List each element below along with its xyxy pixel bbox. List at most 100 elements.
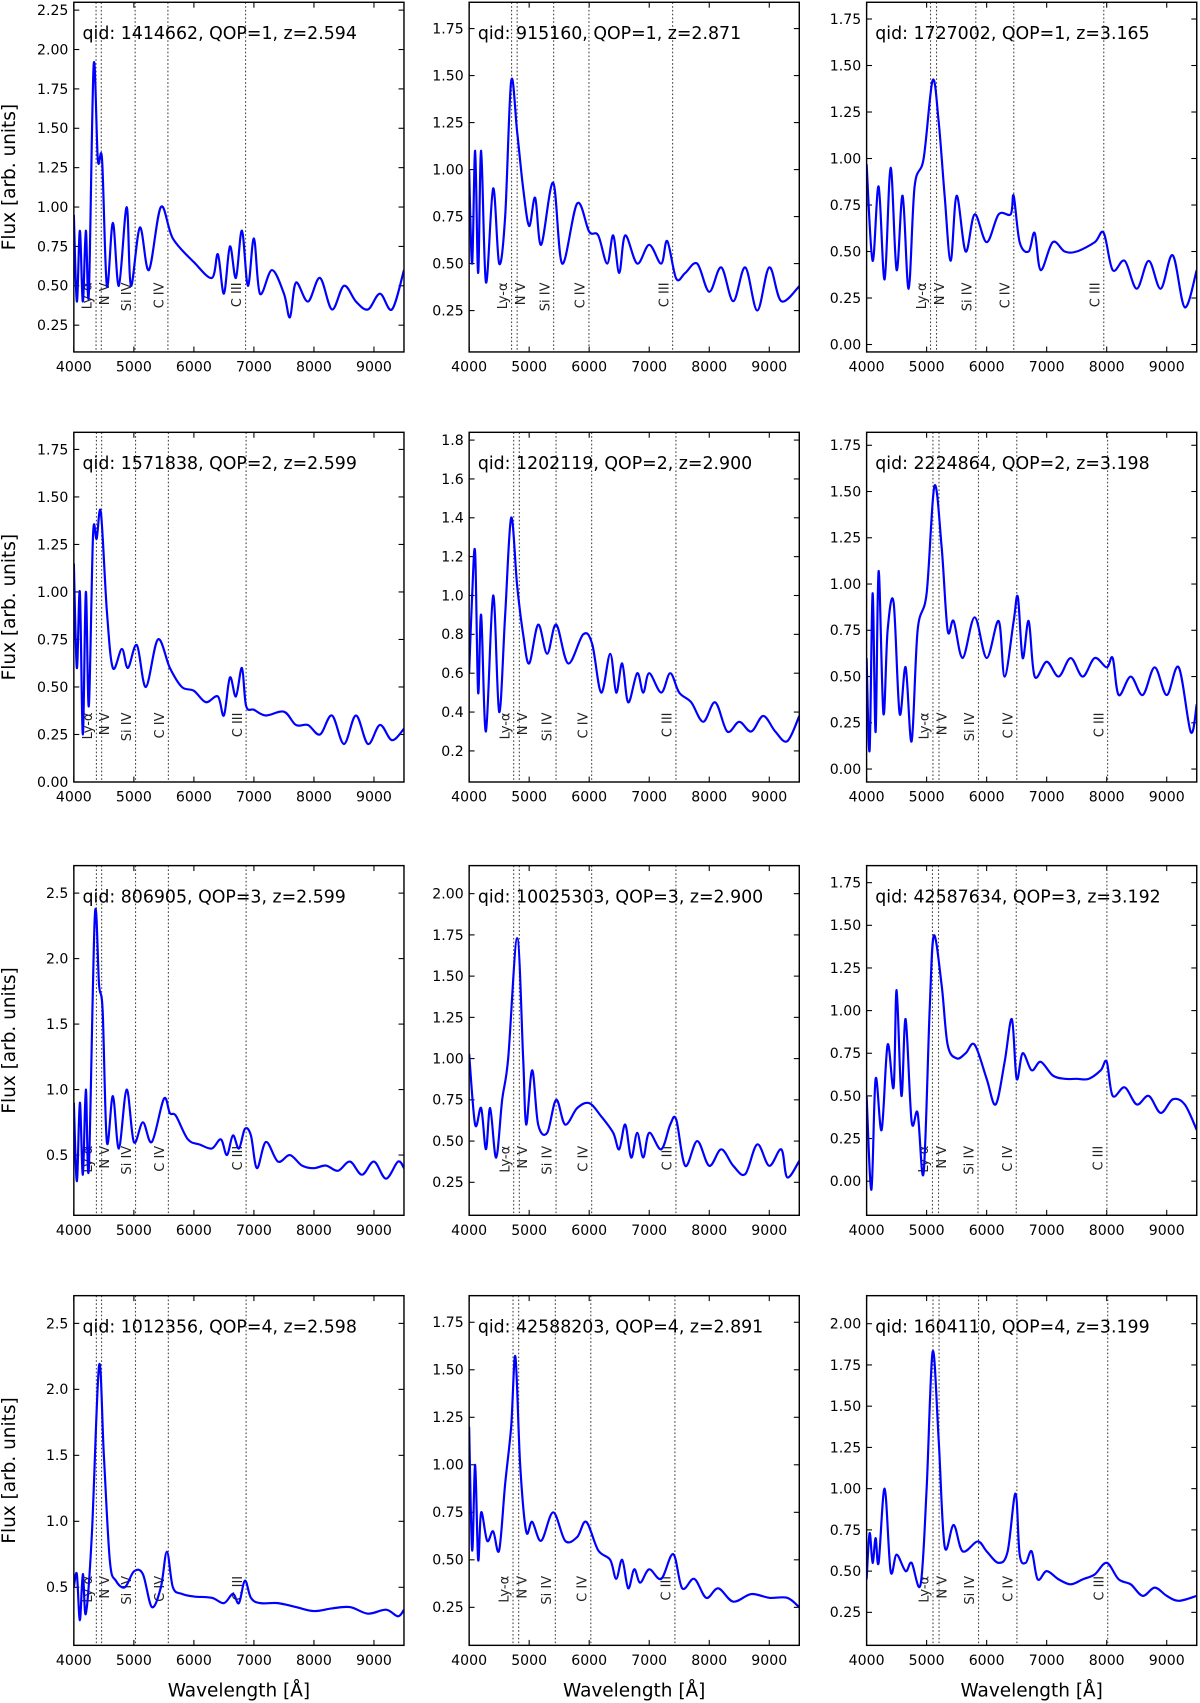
y-tick-label: 0.50	[830, 244, 861, 260]
emission-line-label: N V	[936, 712, 951, 735]
spectrum-line	[469, 1355, 800, 1609]
x-tick-label: 8000	[691, 360, 727, 376]
x-tick-label: 9000	[751, 1223, 787, 1239]
emission-line-label: N V	[935, 1146, 950, 1169]
spectrum-line	[866, 1350, 1197, 1602]
y-tick-label: 0.75	[37, 239, 68, 255]
y-tick-label: 2.5	[46, 886, 68, 902]
y-tick-label: 1.0	[441, 588, 463, 604]
x-tick-label: 7000	[236, 1223, 272, 1239]
panel-title: qid: 42588203, QOP=4, z=2.891	[478, 1318, 763, 1338]
emission-line-label: C IV	[153, 1146, 168, 1172]
y-tick-label: 1.50	[830, 918, 861, 934]
y-tick-label: 1.25	[432, 1010, 463, 1026]
y-tick-label: 0.75	[830, 1523, 861, 1539]
axes-frame	[73, 431, 405, 783]
x-tick-label: 4000	[56, 360, 92, 376]
y-tick-label: 0.00	[37, 775, 68, 791]
y-tick-label: 1.75	[830, 438, 861, 454]
x-tick-label: 6000	[176, 1223, 212, 1239]
x-tick-label: 7000	[1029, 360, 1065, 376]
panel: 0.25 0.50 0.75 1.00 1.25 1.50 1.75 4000 5000 6000…	[432, 1, 800, 376]
emission-line-label: C III	[661, 712, 676, 737]
x-tick-label: 7000	[631, 1653, 667, 1669]
x-tick-label: 5000	[116, 1653, 152, 1669]
emission-line-label: C IV	[1001, 1146, 1016, 1172]
emission-line-label: C III	[230, 282, 245, 307]
x-tick-label: 8000	[296, 360, 332, 376]
y-tick-label: 0.5	[46, 1148, 68, 1164]
y-tick-label: 1.50	[37, 490, 68, 506]
y-tick-label: 1.6	[441, 472, 463, 488]
y-tick-label: 1.75	[432, 1315, 463, 1331]
emission-line-label: Ly-α	[81, 712, 96, 739]
emission-line-label: N V	[98, 712, 113, 735]
x-tick-label: 5000	[909, 790, 945, 806]
y-tick-label: 0.25	[432, 303, 463, 319]
y-tick-label: 1.25	[432, 1410, 463, 1426]
y-tick-label: 1.00	[432, 1458, 463, 1474]
y-tick-label: 1.00	[37, 585, 68, 601]
x-tick-label: 7000	[1029, 790, 1065, 806]
emission-line-label: Ly-α	[498, 1576, 513, 1603]
emission-line-label: C IV	[576, 712, 591, 738]
x-tick-label: 9000	[751, 790, 787, 806]
x-tick-label: 9000	[356, 790, 392, 806]
panel-title: qid: 2224864, QOP=2, z=3.198	[875, 454, 1149, 474]
emission-line-label: Si IV	[541, 1146, 556, 1175]
y-tick-label: 1.25	[830, 961, 861, 977]
panel: 0.00 0.25 0.50 0.75 1.00 1.25 1.50 1.75 4000 5000…	[830, 864, 1198, 1239]
emission-line-label: C III	[231, 1146, 246, 1171]
emission-line-label: C III	[661, 1146, 676, 1171]
emission-line-label: Si IV	[538, 282, 553, 311]
x-tick-label: 6000	[571, 1653, 607, 1669]
x-tick-label: 9000	[356, 1653, 392, 1669]
x-tick-label: 7000	[631, 360, 667, 376]
emission-line-label: N V	[516, 1146, 531, 1169]
x-tick-label: 5000	[909, 1653, 945, 1669]
y-axis-label: Flux [arb. units]	[0, 1397, 20, 1543]
x-tick-label: 6000	[571, 790, 607, 806]
y-tick-label: 0.8	[441, 627, 463, 643]
panel: 0.25 0.50 0.75 1.00 1.25 1.50 1.75 4000 5000 6000…	[432, 1294, 800, 1701]
y-tick-label: 0.5	[46, 1580, 68, 1596]
y-tick-label: 0.25	[432, 1175, 463, 1191]
y-tick-label: 1.00	[37, 200, 68, 216]
panel: 0.00 0.25 0.50 0.75 1.00 1.25 1.50 1.75 4000 5000…	[830, 431, 1198, 806]
y-tick-label: 1.75	[830, 876, 861, 892]
y-tick-label: 1.00	[830, 1482, 861, 1498]
emission-line-label: Ly-α	[498, 712, 513, 739]
y-tick-label: 1.8	[441, 433, 463, 449]
x-tick-label: 7000	[236, 360, 272, 376]
x-tick-label: 6000	[969, 790, 1005, 806]
axes-frame	[73, 1294, 405, 1647]
x-tick-label: 9000	[356, 360, 392, 376]
x-tick-label: 6000	[969, 1223, 1005, 1239]
y-tick-label: 1.50	[37, 121, 68, 137]
y-tick-label: 2.00	[830, 1317, 861, 1333]
emission-line-label: N V	[98, 282, 113, 305]
x-tick-label: 7000	[631, 1223, 667, 1239]
y-tick-label: 1.75	[830, 1358, 861, 1374]
panel: 0.00 0.25 0.50 0.75 1.00 1.25 1.50 1.75 4000 5000…	[0, 431, 405, 806]
x-tick-label: 5000	[909, 1223, 945, 1239]
x-tick-label: 7000	[236, 790, 272, 806]
x-tick-label: 6000	[571, 1223, 607, 1239]
panel-title: qid: 915160, QOP=1, z=2.871	[478, 24, 741, 44]
y-tick-label: 0.6	[441, 666, 463, 682]
x-tick-label: 7000	[1029, 1653, 1065, 1669]
y-tick-label: 0.75	[37, 632, 68, 648]
y-tick-label: 0.50	[432, 1553, 463, 1569]
x-tick-label: 8000	[1089, 360, 1125, 376]
spectrum-line	[73, 61, 404, 319]
emission-line-label: C IV	[574, 282, 589, 308]
emission-line-label: N V	[933, 282, 948, 305]
y-tick-label: 0.00	[830, 1174, 861, 1190]
y-tick-label: 0.75	[432, 209, 463, 225]
x-tick-label: 9000	[1149, 1653, 1185, 1669]
panel: 0.00 0.25 0.50 0.75 1.00 1.25 1.50 1.75 4000 5000…	[830, 1, 1198, 376]
emission-line-label: N V	[515, 1576, 530, 1599]
x-tick-label: 6000	[969, 1653, 1005, 1669]
